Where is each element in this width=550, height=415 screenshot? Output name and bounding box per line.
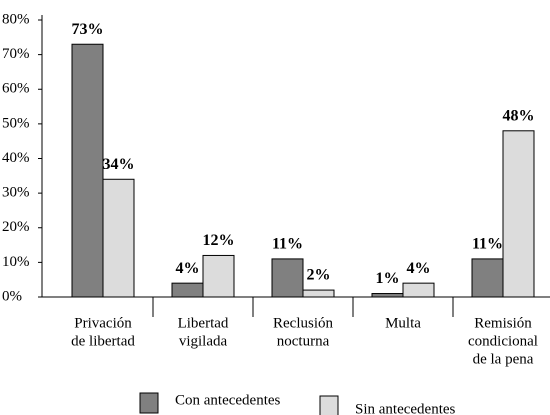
x-tick-label: condicional	[468, 333, 538, 349]
x-tick-label: Remisión	[474, 315, 532, 331]
data-label: 34%	[103, 156, 135, 173]
data-label: 12%	[203, 232, 235, 249]
legend-label: Sin antecedentes	[355, 401, 456, 415]
x-tick-label: nocturna	[277, 333, 330, 349]
bar	[71, 43, 104, 298]
x-tick-label: Libertad	[178, 315, 229, 331]
y-tick-label: 80%	[2, 11, 30, 27]
legend-swatch	[139, 392, 159, 414]
bar	[302, 289, 335, 298]
x-tick-label: Privación	[74, 315, 132, 331]
x-tick-label: Multa	[385, 315, 421, 331]
y-tick-label: 0%	[2, 288, 22, 304]
bar	[371, 293, 404, 298]
data-label: 4%	[407, 260, 431, 277]
bar	[102, 178, 135, 298]
legend-label: Con antecedentes	[175, 392, 281, 408]
data-label: 11%	[472, 236, 503, 253]
x-tick-label: vigilada	[179, 333, 228, 349]
data-label: 73%	[72, 21, 104, 38]
y-tick-label: 30%	[2, 185, 30, 201]
data-label: 11%	[272, 236, 303, 253]
bar	[171, 282, 204, 298]
legend-swatch	[319, 395, 339, 415]
y-tick-label: 60%	[2, 81, 30, 97]
data-label: 1%	[376, 270, 400, 287]
bar	[471, 258, 504, 298]
bar	[402, 282, 435, 298]
bar	[271, 258, 304, 298]
bar	[202, 254, 235, 298]
bar	[502, 130, 535, 298]
x-tick-label: de la pena	[473, 351, 534, 367]
x-tick-label: Reclusión	[273, 315, 333, 331]
y-tick-label: 50%	[2, 115, 30, 131]
data-label: 2%	[307, 267, 331, 284]
y-tick-label: 10%	[2, 254, 30, 270]
data-label: 48%	[503, 107, 535, 124]
y-tick-label: 70%	[2, 46, 30, 62]
y-tick-label: 20%	[2, 219, 30, 235]
x-tick-label: de libertad	[71, 333, 135, 349]
y-tick-label: 40%	[2, 150, 30, 166]
data-label: 4%	[176, 260, 200, 277]
